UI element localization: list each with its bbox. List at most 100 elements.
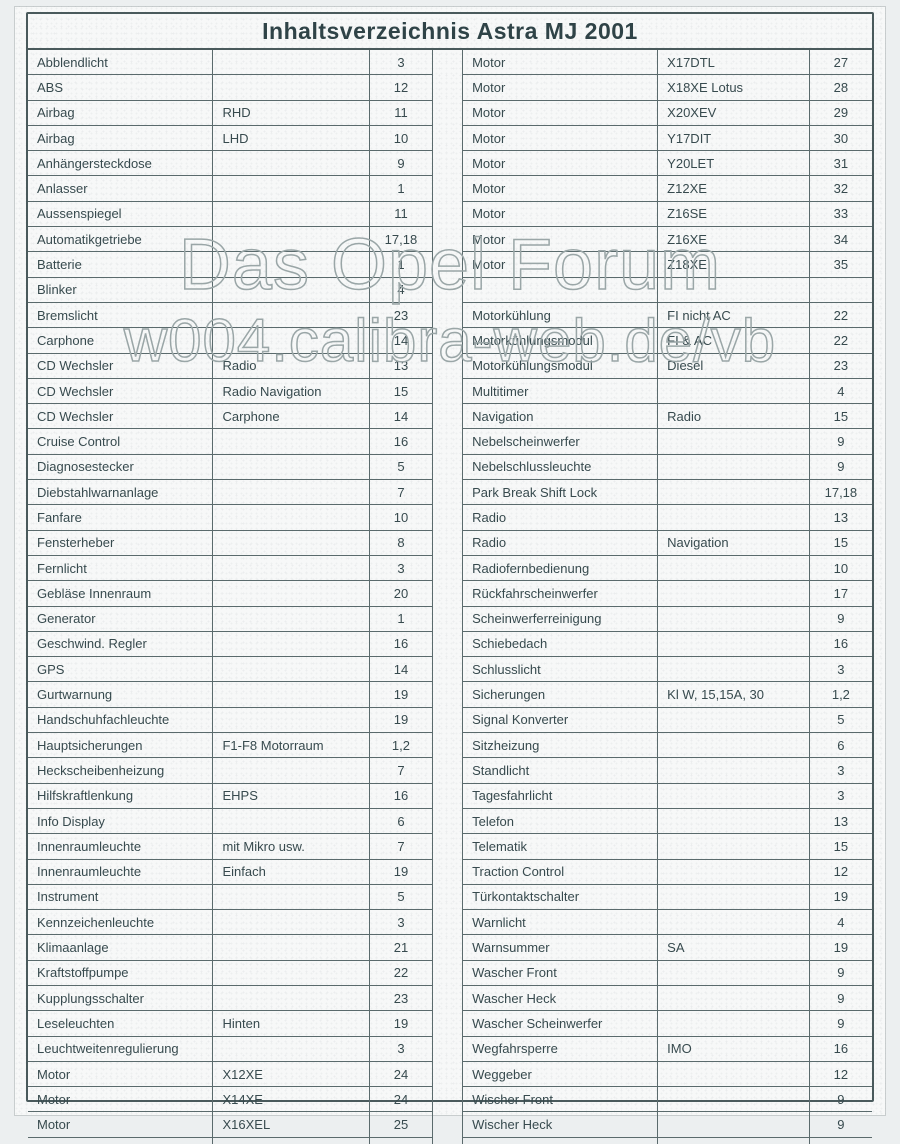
column-gap (432, 353, 462, 378)
column-gap (432, 1011, 462, 1036)
column-gap (432, 1087, 462, 1112)
cell-component-left: Fanfare (28, 505, 213, 530)
column-gap (432, 555, 462, 580)
cell-page-left: 3 (370, 50, 433, 75)
column-gap (432, 429, 462, 454)
cell-variant-right (658, 985, 810, 1010)
cell-variant-left: Carphone (213, 404, 370, 429)
cell-page-left: 1 (370, 252, 433, 277)
column-gap (432, 859, 462, 884)
table-row: Aussenspiegel11MotorZ16SE33 (28, 201, 872, 226)
cell-variant-right: Kl W, 15,15A, 30 (658, 682, 810, 707)
cell-component-right: Signal Konverter (463, 707, 658, 732)
cell-variant-left: EHPS (213, 783, 370, 808)
cell-component-left: Cruise Control (28, 429, 213, 454)
page-title: Inhaltsverzeichnis Astra MJ 2001 (28, 14, 872, 50)
cell-page-right: 28 (809, 75, 872, 100)
column-gap (432, 960, 462, 985)
cell-variant-right (658, 1112, 810, 1137)
table-row: CD WechslerRadio13MotorkühlungsmodulDies… (28, 353, 872, 378)
cell-component-left: Aussenspiegel (28, 201, 213, 226)
column-gap (432, 125, 462, 150)
cell-component-right: Navigation (463, 404, 658, 429)
table-row: Anlasser1MotorZ12XE32 (28, 176, 872, 201)
table-row: Carphone14MotorkühlungsmodulFI & AC22 (28, 328, 872, 353)
cell-component-right: Weggeber (463, 1061, 658, 1086)
cell-component-right: Multitimer (463, 378, 658, 403)
cell-component-left: Klimaanlage (28, 935, 213, 960)
cell-variant-right (658, 505, 810, 530)
cell-component-left: Innenraumleuchte (28, 834, 213, 859)
cell-variant-left: LHD (213, 125, 370, 150)
cell-page-left: 3 (370, 1036, 433, 1061)
cell-variant-right (658, 808, 810, 833)
cell-variant-left (213, 252, 370, 277)
cell-page-right: 9 (809, 1011, 872, 1036)
table-row: InnenraumleuchteEinfach19Traction Contro… (28, 859, 872, 884)
cell-component-right: Wascher Front (463, 960, 658, 985)
cell-variant-right: Z16XE (658, 227, 810, 252)
cell-component-left: Airbag (28, 100, 213, 125)
cell-variant-left (213, 530, 370, 555)
cell-variant-right (658, 834, 810, 859)
cell-component-right: Radio (463, 530, 658, 555)
cell-page-right: 31 (809, 151, 872, 176)
cell-page-left: 15 (370, 378, 433, 403)
cell-page-right: 34 (809, 227, 872, 252)
cell-component-right: Wischer Heck (463, 1112, 658, 1137)
cell-page-left: 22 (370, 960, 433, 985)
cell-variant-left (213, 75, 370, 100)
cell-page-right: 23 (809, 353, 872, 378)
cell-variant-left: Hinten (213, 1011, 370, 1036)
cell-page-left: 10 (370, 505, 433, 530)
table-row: Diagnosestecker5Nebelschlussleuchte9 (28, 454, 872, 479)
cell-component-left: Carphone (28, 328, 213, 353)
cell-page-left: 23 (370, 985, 433, 1010)
cell-variant-left (213, 707, 370, 732)
cell-variant-left (213, 454, 370, 479)
cell-page-right: 4 (809, 378, 872, 403)
cell-component-left: Hauptsicherungen (28, 733, 213, 758)
cell-page-left: 7 (370, 834, 433, 859)
cell-variant-right (658, 707, 810, 732)
cell-variant-left: Einfach (213, 859, 370, 884)
table-row: Cruise Control16Nebelscheinwerfer9 (28, 429, 872, 454)
cell-page-left: 3 (370, 910, 433, 935)
table-row: CD WechslerRadio Navigation15Multitimer4 (28, 378, 872, 403)
table-row: MotorX16XEL25Wischer Heck9 (28, 1112, 872, 1137)
cell-variant-left (213, 631, 370, 656)
cell-variant-left: RHD (213, 100, 370, 125)
column-gap (432, 1112, 462, 1137)
cell-variant-right (658, 859, 810, 884)
cell-page-left: 12 (370, 75, 433, 100)
table-container: Inhaltsverzeichnis Astra MJ 2001 Abblend… (26, 12, 874, 1102)
column-gap (432, 201, 462, 226)
cell-component-right: Nebelschlussleuchte (463, 454, 658, 479)
cell-component-left: Leseleuchten (28, 1011, 213, 1036)
table-row: Info Display6Telefon13 (28, 808, 872, 833)
cell-variant-right (658, 480, 810, 505)
cell-component-right: Schlusslicht (463, 657, 658, 682)
column-gap (432, 606, 462, 631)
cell-variant-right (658, 1087, 810, 1112)
table-row: Innenraumleuchtemit Mikro usw.7Telematik… (28, 834, 872, 859)
cell-page-left: 14 (370, 328, 433, 353)
cell-variant-left (213, 985, 370, 1010)
cell-component-left: Kraftstoffpumpe (28, 960, 213, 985)
cell-page-left: 6 (370, 808, 433, 833)
cell-page-left: 24 (370, 1087, 433, 1112)
cell-component-left: Kennzeichenleuchte (28, 910, 213, 935)
column-gap (432, 1061, 462, 1086)
column-gap (432, 50, 462, 75)
cell-page-left: 7 (370, 480, 433, 505)
cell-component-right: Telefon (463, 808, 658, 833)
table-row: Blinker4 (28, 277, 872, 302)
table-row: Fensterheber8RadioNavigation15 (28, 530, 872, 555)
cell-variant-left (213, 910, 370, 935)
cell-page-left: 11 (370, 201, 433, 226)
table-row: MotorX12XE24Weggeber12 (28, 1061, 872, 1086)
table-row: Fanfare10Radio13 (28, 505, 872, 530)
cell-component-right: Motor (463, 176, 658, 201)
column-gap (432, 1036, 462, 1061)
cell-page-left: 24 (370, 1061, 433, 1086)
